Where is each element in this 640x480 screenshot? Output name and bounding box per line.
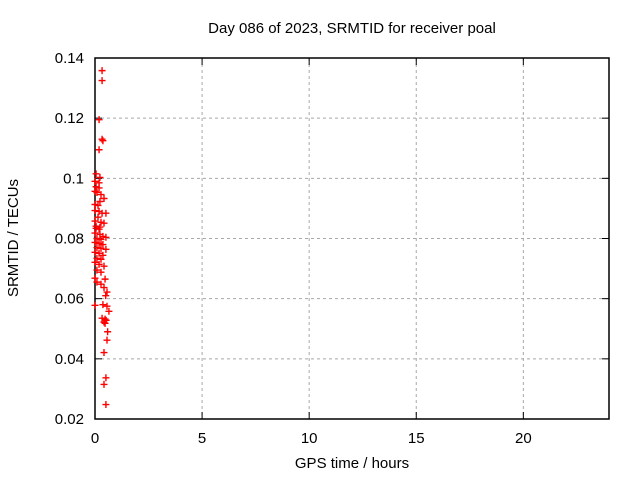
y-tick-label: 0.12 bbox=[55, 110, 84, 127]
data-point-marker bbox=[93, 266, 101, 274]
data-point-marker bbox=[95, 239, 103, 247]
data-point-marker bbox=[100, 262, 108, 270]
data-point-marker bbox=[99, 251, 107, 259]
y-tick-label: 0.14 bbox=[55, 50, 84, 67]
data-point-marker bbox=[95, 184, 103, 192]
data-point-marker bbox=[104, 328, 112, 336]
x-tick-label: 0 bbox=[91, 430, 99, 447]
data-point-marker bbox=[96, 173, 104, 181]
data-point-marker bbox=[95, 260, 103, 268]
y-tick-label: 0.1 bbox=[63, 170, 84, 187]
data-point-marker bbox=[102, 374, 110, 382]
data-point-marker bbox=[99, 137, 107, 145]
data-point-marker bbox=[98, 67, 106, 75]
data-point-marker bbox=[97, 268, 105, 276]
x-tick-label: 20 bbox=[515, 430, 532, 447]
data-point-marker bbox=[91, 238, 99, 246]
y-axis-label: SRMTID / TECUs bbox=[5, 179, 22, 297]
plot-border bbox=[94, 57, 610, 420]
data-point-marker bbox=[96, 197, 104, 205]
data-point-marker bbox=[102, 245, 110, 253]
data-point-marker bbox=[93, 278, 101, 286]
chart-title: Day 086 of 2023, SRMTID for receiver poa… bbox=[208, 20, 496, 37]
data-point-marker bbox=[91, 229, 99, 237]
data-point-marker bbox=[103, 288, 111, 296]
data-point-marker bbox=[97, 255, 105, 263]
data-point-marker bbox=[97, 244, 105, 252]
data-point-marker bbox=[105, 307, 113, 315]
data-point-marker bbox=[99, 301, 107, 309]
data-point-marker bbox=[91, 207, 99, 215]
y-tick-label: 0.06 bbox=[55, 291, 84, 308]
data-point-marker bbox=[93, 254, 101, 262]
data-point-marker bbox=[97, 191, 105, 199]
data-point-marker bbox=[91, 301, 99, 309]
data-point-marker bbox=[95, 225, 103, 233]
data-point-marker bbox=[100, 219, 108, 227]
data-point-marker bbox=[100, 194, 108, 202]
data-point-marker bbox=[94, 213, 102, 221]
data-point-marker bbox=[98, 77, 106, 85]
data-point-marker bbox=[94, 201, 102, 209]
y-tick-label: 0.04 bbox=[55, 351, 84, 368]
plot-area: 0 5 10 15 20 0.02 0.04 0.06 0.08 0.1 0.12 0.14 bbox=[55, 50, 610, 447]
data-point-marker bbox=[98, 135, 106, 143]
data-point-marker bbox=[93, 235, 101, 242]
data-point-marker bbox=[92, 170, 100, 178]
data-point-marker bbox=[101, 319, 109, 327]
data-point-marker bbox=[97, 235, 105, 243]
data-point-marker bbox=[91, 274, 99, 282]
data-point-marker bbox=[99, 241, 107, 249]
data-point-marker bbox=[91, 177, 99, 185]
data-point-marker bbox=[93, 188, 101, 196]
data-point-marker bbox=[100, 380, 108, 388]
data-point-marker bbox=[91, 217, 99, 225]
x-tick-label: 5 bbox=[198, 430, 206, 447]
data-point-marker bbox=[100, 318, 108, 326]
x-axis-label: GPS time / hours bbox=[295, 455, 409, 472]
data-point-marker bbox=[91, 248, 99, 256]
data-point-marker bbox=[102, 401, 110, 409]
data-point-marker bbox=[91, 258, 99, 266]
data-point-marker bbox=[100, 284, 108, 292]
x-tick-label: 15 bbox=[408, 430, 425, 447]
data-point-marker bbox=[100, 349, 108, 357]
x-tick-label: 10 bbox=[301, 430, 318, 447]
data-point-marker bbox=[95, 249, 103, 257]
data-point-marker bbox=[103, 302, 111, 310]
data-point-marker bbox=[103, 336, 111, 344]
data-point-marker bbox=[102, 292, 110, 300]
data-point-marker bbox=[102, 209, 110, 217]
data-point-marker bbox=[102, 233, 110, 241]
data-point-marker bbox=[101, 275, 109, 283]
y-tick-label: 0.02 bbox=[55, 411, 84, 428]
data-point-marker bbox=[93, 244, 101, 252]
y-tick-label: 0.08 bbox=[55, 231, 84, 248]
data-point-marker bbox=[95, 146, 103, 154]
data-point-marker bbox=[95, 116, 103, 124]
